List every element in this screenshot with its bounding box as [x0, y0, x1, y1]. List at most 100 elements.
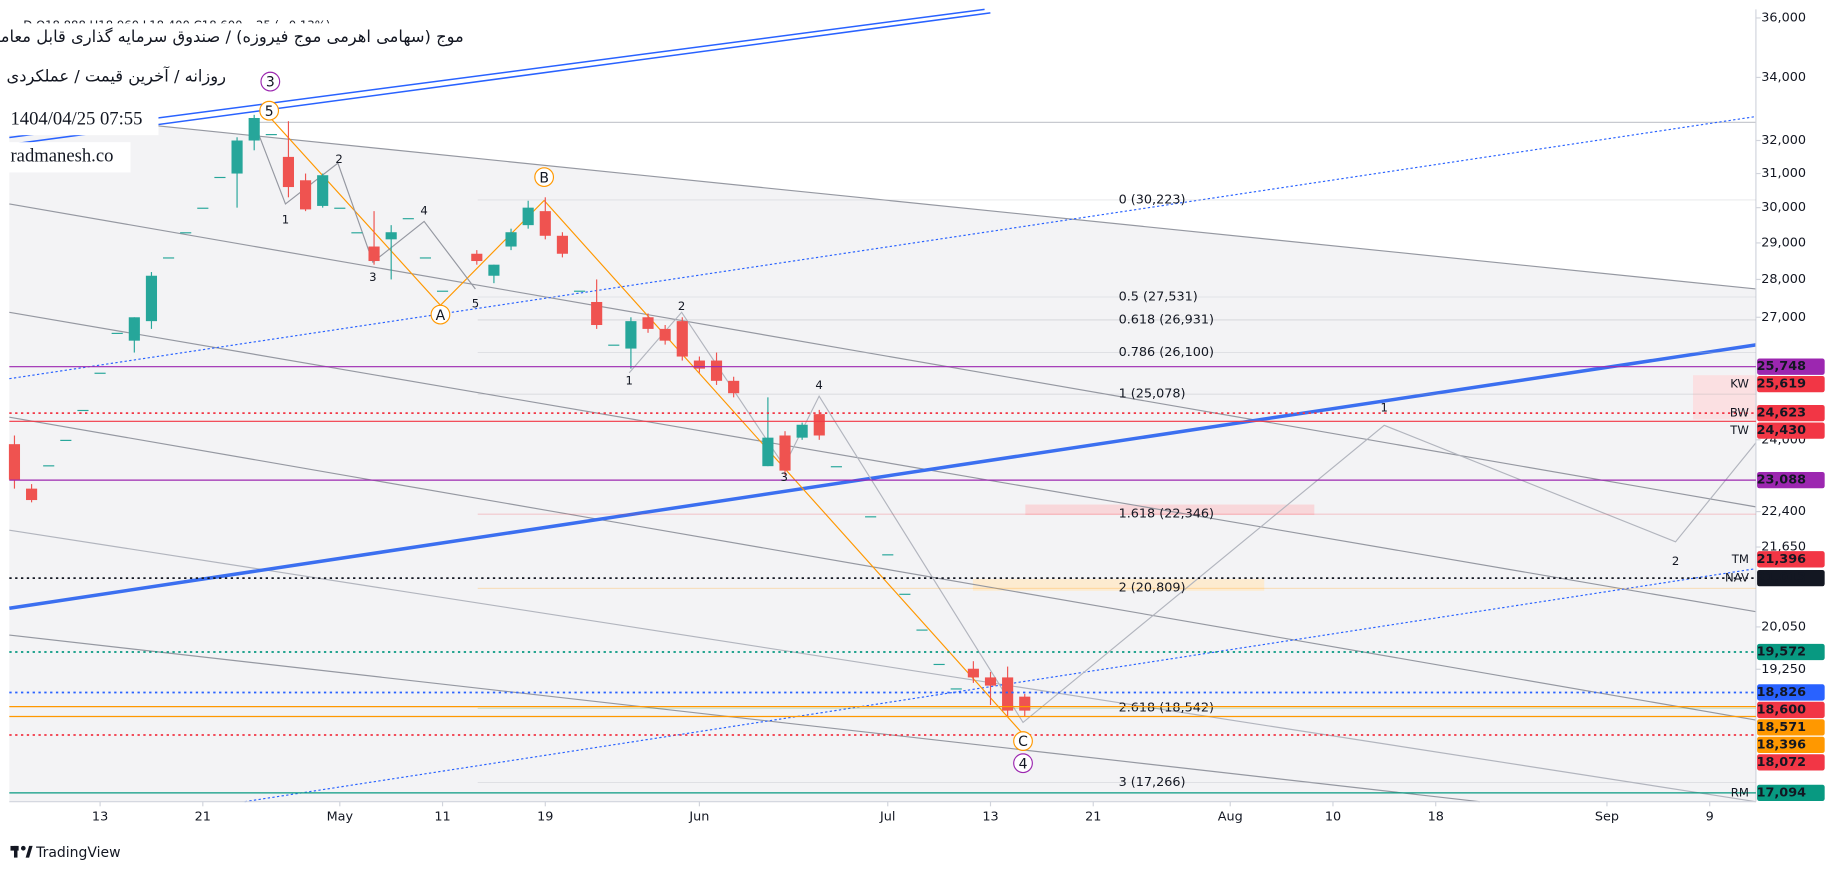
channel-fill [9, 110, 1756, 802]
candle-body [933, 663, 945, 666]
y-tick-label: 31,000 [1761, 166, 1806, 181]
price-label-bg [1757, 701, 1825, 719]
candle-body [299, 180, 312, 210]
candle-body [402, 218, 414, 220]
header-bg [4, 104, 159, 136]
x-tick-label: 13 [92, 809, 108, 824]
candle-body [94, 372, 106, 374]
candle-body [8, 444, 21, 480]
candle-body [813, 414, 825, 436]
y-tick-label: 29,000 [1761, 235, 1806, 250]
price-tag: TM [1731, 552, 1749, 566]
wave-circle [1013, 731, 1033, 751]
candle-body [762, 437, 774, 467]
price-label-bg [1757, 754, 1825, 771]
wave-label: 1 [1381, 400, 1388, 414]
price-tag: NAV [1725, 571, 1749, 585]
candle-body [625, 321, 637, 349]
wave-label: 3 [780, 470, 787, 484]
y-tick-label: 27,000 [1761, 310, 1806, 325]
plot: 36,000 34,000 32,000 31,000 30,000 29,000 28,0… [8, 10, 1825, 824]
wave-label: 4 [815, 378, 822, 392]
trend-line [9, 8, 985, 139]
candle-body [693, 360, 705, 369]
y-tick-label: 34,000 [1761, 70, 1806, 85]
wave-label: 1 [625, 374, 632, 388]
y-tick-label: 28,000 [1761, 272, 1806, 287]
candle-body [591, 301, 603, 326]
candle-body [608, 344, 620, 346]
wave-circle [260, 71, 281, 92]
fib-label: 2.618 (18,542) [1119, 701, 1214, 716]
background-drawings [9, 8, 1758, 803]
candle-body [385, 232, 397, 240]
candle-body [984, 677, 997, 686]
y-tick-label: 19,250 [1761, 662, 1806, 677]
x-tick-label: Jul [879, 809, 895, 824]
x-tick-label: Aug [1218, 809, 1243, 824]
candle-body [145, 275, 158, 322]
price-label-bg [1757, 358, 1825, 375]
candle-body [43, 465, 55, 467]
channel-line [9, 416, 1757, 721]
wave-label: 3 [369, 270, 376, 284]
x-tick-label: 13 [982, 809, 998, 824]
header-bg [4, 62, 234, 91]
y-tick-label: 32,000 [1761, 133, 1806, 148]
trend-line [9, 115, 1757, 380]
candle-body [248, 117, 260, 141]
candle-body [282, 156, 295, 188]
price-label-bg [1757, 471, 1825, 489]
candle-body [214, 176, 226, 179]
candle-body [830, 466, 842, 468]
candle-body [916, 629, 928, 631]
price-tag: BW [1730, 406, 1750, 420]
fib-label: 0 (30,223) [1119, 192, 1186, 207]
header-bg [4, 142, 131, 173]
price-label: 18,072 [1757, 755, 1806, 770]
candle-body [865, 516, 877, 518]
price-label-bg [1757, 422, 1825, 439]
x-tick-label: 10 [1325, 809, 1341, 824]
fib-label: 0.618 (26,931) [1119, 312, 1214, 327]
candle-body [1019, 696, 1031, 711]
fib-label: 1.618 (22,346) [1119, 507, 1214, 522]
candle-body [111, 332, 123, 334]
wave-label: 2 [335, 152, 342, 166]
price-tag: RM [1731, 785, 1749, 799]
wave-label: 3 [266, 75, 275, 91]
candle-body [539, 211, 551, 236]
price-label: 17,094 [1757, 785, 1806, 800]
price-label-bg [1757, 569, 1825, 587]
candle-body [471, 253, 483, 262]
x-tick-label: Jun [688, 809, 709, 824]
price-label-bg [1757, 404, 1825, 422]
candle-body [967, 668, 979, 678]
trend-line [9, 12, 991, 146]
price-label-bg [1757, 643, 1825, 661]
wave-label: 5 [472, 297, 479, 311]
candle-body [351, 232, 363, 234]
candle-body [197, 207, 209, 209]
price-label: 18,571 [1757, 720, 1806, 735]
candle-body [710, 360, 723, 381]
fib-label: 1 (25,078) [1119, 387, 1186, 402]
y-tick-label: 21,650 [1761, 540, 1806, 555]
candle-body [1002, 677, 1014, 711]
wave-line [255, 127, 476, 290]
zone [1693, 375, 1758, 420]
candle-body [642, 317, 654, 329]
price-label: 23,088 [1757, 473, 1806, 488]
logo [13, 845, 18, 858]
price-tag: TW [1729, 423, 1749, 437]
price-label: 18,826 [1757, 685, 1806, 700]
x-tick-label: May [327, 809, 354, 824]
price-label-bg [1757, 684, 1825, 701]
wave-label: B [539, 170, 549, 186]
wave-label: 2 [678, 299, 685, 313]
channel-line [9, 311, 1757, 613]
wave-circle [1013, 753, 1033, 774]
wave-label: C [1018, 734, 1028, 750]
price-label: 24,430 [1757, 423, 1806, 438]
